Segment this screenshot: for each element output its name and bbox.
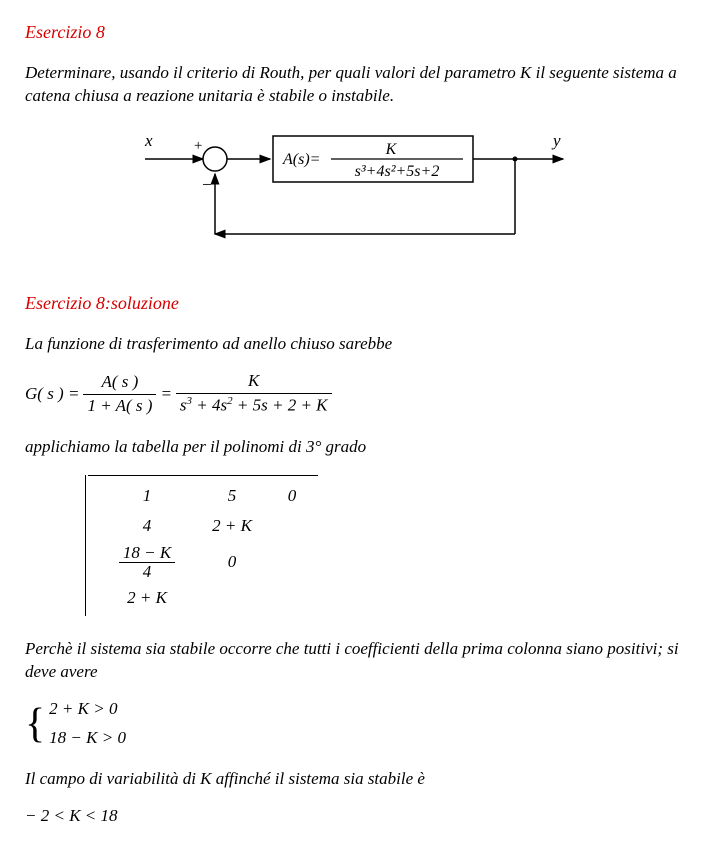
routh-row-3: 18 − K 4 0 bbox=[102, 542, 312, 584]
inequality-system: { 2 + K > 0 18 − K > 0 bbox=[25, 698, 685, 750]
routh-row-2: 4 2 + K bbox=[102, 512, 312, 542]
routh-r1c1: 1 bbox=[102, 485, 192, 508]
G-mid-frac: A( s ) 1 + A( s ) bbox=[83, 371, 156, 418]
routh-r4c1: 2 + K bbox=[102, 587, 192, 610]
G-rhs-frac: K s3 + 4s2 + 5s + 2 + K bbox=[176, 370, 332, 418]
G-rhs-den: s3 + 4s2 + 5s + 2 + K bbox=[176, 393, 332, 418]
intro-paragraph: Determinare, usando il criterio di Routh… bbox=[25, 62, 685, 108]
solution-p2: applichiamo la tabella per il polinomi d… bbox=[25, 436, 685, 459]
eq-sign: = bbox=[160, 383, 171, 406]
ineq-1: 2 + K > 0 bbox=[49, 698, 126, 721]
ineq-2: 18 − K > 0 bbox=[49, 727, 126, 750]
final-result: − 2 < K < 18 bbox=[25, 805, 685, 828]
x-label: x bbox=[144, 131, 153, 150]
transfer-function-eq: G( s ) = A( s ) 1 + A( s ) = K s3 + 4s2 … bbox=[25, 370, 685, 418]
solution-p1: La funzione di trasferimento ad anello c… bbox=[25, 333, 685, 356]
routh-r3c1-frac: 18 − K 4 bbox=[119, 544, 175, 582]
solution-title: Esercizio 8:soluzione bbox=[25, 291, 685, 315]
block-lhs: A(s)= bbox=[282, 151, 320, 168]
routh-r1c2: 5 bbox=[192, 485, 272, 508]
routh-row-1: 1 5 0 bbox=[102, 482, 312, 512]
routh-r3c1-num: 18 − K bbox=[119, 544, 175, 563]
solution-p4: Il campo di variabilità di K affinché il… bbox=[25, 768, 685, 791]
routh-r2c2: 2 + K bbox=[192, 515, 272, 538]
routh-table: 1 5 0 4 2 + K 18 − K 4 bbox=[85, 475, 685, 616]
y-label: y bbox=[551, 131, 561, 150]
routh-r1c3: 0 bbox=[272, 485, 312, 508]
routh-r2c1: 4 bbox=[102, 515, 192, 538]
left-brace: { bbox=[25, 703, 45, 745]
solution-p3: Perchè il sistema sia stabile occorre ch… bbox=[25, 638, 685, 684]
exercise-title: Esercizio 8 bbox=[25, 20, 685, 44]
routh-r3c1-den: 4 bbox=[119, 562, 175, 582]
G-mid-num: A( s ) bbox=[83, 371, 156, 394]
G-rhs-num: K bbox=[176, 370, 332, 393]
block-den: s³+4s²+5s+2 bbox=[355, 163, 440, 180]
G-lhs: G( s ) = bbox=[25, 383, 79, 406]
block-diagram: x + − A(s)= K s³+4s²+5s+2 y bbox=[25, 124, 685, 261]
minus-sign: − bbox=[201, 175, 212, 194]
plus-sign: + bbox=[193, 138, 203, 154]
routh-r3c2: 0 bbox=[192, 551, 272, 574]
routh-row-4: 2 + K bbox=[102, 584, 312, 614]
block-num: K bbox=[385, 141, 398, 158]
G-mid-den: 1 + A( s ) bbox=[83, 394, 156, 418]
